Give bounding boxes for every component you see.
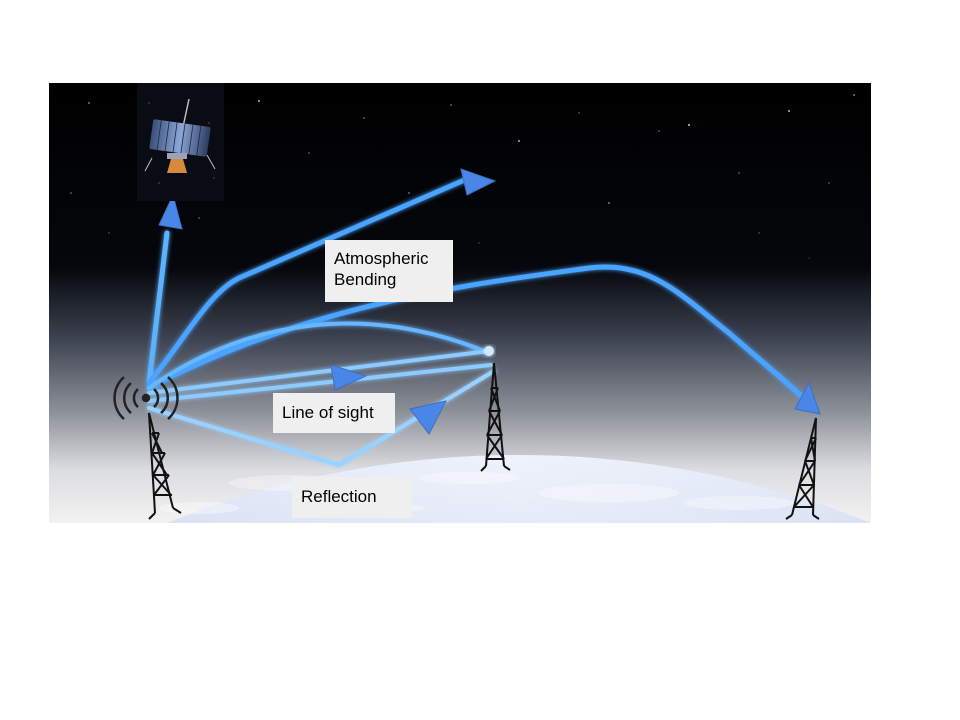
arrow-reflection bbox=[409, 400, 447, 435]
arrow-far-tower bbox=[794, 381, 821, 415]
beam-focus-point bbox=[484, 346, 494, 356]
label-atmospheric-line1: Atmospheric bbox=[334, 249, 429, 268]
arrow-line-of-sight bbox=[330, 364, 368, 391]
label-atmospheric-line2: Bending bbox=[334, 270, 397, 289]
arrow-escape bbox=[460, 168, 497, 196]
diagram-canvas bbox=[49, 83, 871, 523]
beam-arc-middle bbox=[147, 321, 491, 390]
tower-icon bbox=[148, 412, 182, 520]
satellite-icon bbox=[137, 83, 224, 201]
diagram-scene bbox=[49, 83, 871, 523]
tower-icon bbox=[480, 362, 511, 472]
arrow-to-satellite bbox=[158, 193, 183, 230]
tower-icon bbox=[785, 417, 820, 520]
beam-line-of-sight-1 bbox=[147, 349, 491, 395]
label-line-of-sight-text: Line of sight bbox=[282, 403, 374, 422]
beam-line-of-sight-2 bbox=[147, 363, 493, 403]
direction-arrows bbox=[158, 168, 821, 435]
beam-to-satellite bbox=[146, 230, 170, 386]
beam-atmospheric-bending bbox=[146, 264, 817, 411]
label-reflection: Reflection bbox=[292, 477, 412, 518]
label-atmospheric-bending: Atmospheric Bending bbox=[325, 240, 453, 302]
label-line-of-sight: Line of sight bbox=[273, 393, 395, 433]
beam-escape bbox=[146, 175, 472, 386]
label-reflection-text: Reflection bbox=[301, 487, 377, 506]
radio-waves-icon bbox=[113, 376, 179, 420]
